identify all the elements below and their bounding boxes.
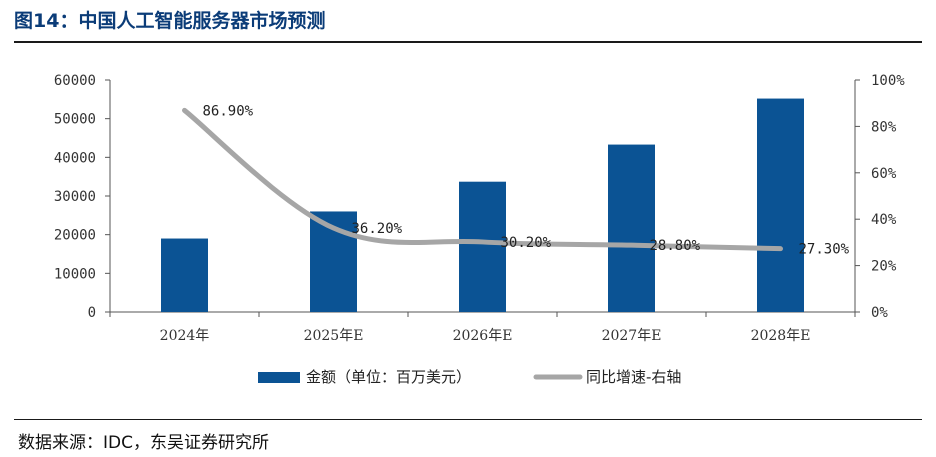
source-note: 数据来源：IDC，东吴证券研究所 (18, 433, 269, 453)
growth-label-4: 27.30% (799, 242, 850, 258)
source-rule (14, 419, 922, 420)
title-rule (14, 41, 922, 43)
y-right-tick-label: 60% (871, 166, 897, 182)
y-right-tick-label: 40% (871, 212, 897, 228)
x-tick-label: 2026年E (453, 328, 513, 344)
legend-line-label: 同比增速-右轴 (586, 368, 681, 386)
growth-label-1: 36.20% (352, 221, 403, 237)
y-right-tick-label: 20% (871, 259, 897, 275)
growth-label-3: 28.80% (650, 238, 701, 254)
y-left-tick-label: 60000 (54, 73, 96, 89)
growth-line (182, 107, 783, 252)
y-left-tick-label: 10000 (54, 266, 96, 282)
y-right-tick-label: 0% (871, 305, 888, 321)
legend: 金额（单位：百万美元） 同比增速-右轴 (258, 368, 681, 386)
x-tick-label: 2024年 (160, 328, 210, 344)
bar-0 (161, 238, 208, 312)
y-left-tick-label: 30000 (54, 189, 96, 205)
y-left-tick-label: 40000 (54, 150, 96, 166)
bar-2 (459, 181, 506, 312)
bar-series (161, 98, 804, 312)
y-left-tick-label: 0 (88, 305, 96, 321)
y-right-tick-label: 100% (871, 73, 905, 89)
y-right-tick-label: 80% (871, 119, 897, 135)
x-tick-label: 2027年E (602, 328, 662, 344)
bar-3 (608, 144, 655, 312)
y-left-tick-label: 20000 (54, 228, 96, 244)
growth-label-2: 30.20% (501, 235, 552, 251)
growth-label-0: 86.90% (203, 103, 254, 119)
data-labels: 86.90% 36.20% 30.20% 28.80% 27.30% (203, 103, 850, 257)
bar-4 (757, 98, 804, 312)
figure-title: 图14：中国人工智能服务器市场预测 (14, 10, 326, 32)
x-tick-label: 2025年E (304, 328, 364, 344)
x-tick-label: 2028年E (751, 328, 811, 344)
legend-bar-label: 金额（单位：百万美元） (306, 368, 471, 386)
y-left-tick-label: 50000 (54, 112, 96, 128)
legend-bar-swatch (258, 372, 300, 383)
chart-axes: 0 10000 20000 30000 40000 50000 60000 0% 20% 40% 6… (54, 73, 905, 344)
line-series (182, 107, 783, 252)
